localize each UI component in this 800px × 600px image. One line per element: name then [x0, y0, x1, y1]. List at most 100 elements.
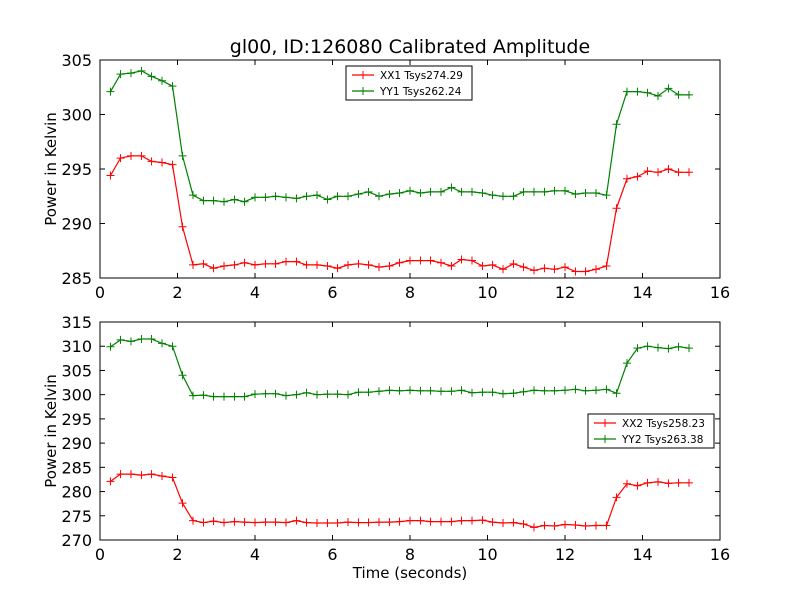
data-point — [406, 516, 414, 525]
data-point — [561, 186, 569, 195]
data-point — [240, 197, 249, 206]
data-point — [623, 359, 631, 368]
data-point — [282, 518, 290, 527]
data-point — [106, 171, 115, 180]
data-point — [323, 519, 332, 528]
data-point — [395, 517, 404, 526]
data-point — [178, 499, 187, 508]
data-point — [168, 160, 177, 169]
data-point — [426, 187, 435, 196]
data-point — [344, 518, 352, 527]
data-point — [685, 478, 693, 487]
x-tick-label: 4 — [250, 283, 260, 302]
data-point — [344, 192, 352, 201]
data-point — [158, 339, 166, 348]
data-point — [654, 91, 662, 100]
data-point — [488, 260, 497, 269]
x-tick-label: 0 — [95, 545, 105, 564]
data-point — [375, 518, 383, 527]
data-point — [189, 191, 197, 200]
data-point — [395, 188, 404, 197]
x-tick-label: 6 — [327, 545, 337, 564]
data-point — [674, 168, 683, 177]
data-point — [385, 190, 394, 199]
data-point — [499, 192, 507, 201]
data-point — [313, 519, 321, 528]
data-point — [623, 87, 631, 96]
data-point — [685, 90, 693, 99]
y-tick-label: 295 — [61, 410, 92, 429]
data-point — [230, 392, 239, 401]
data-point — [581, 521, 590, 530]
data-point — [261, 518, 270, 527]
data-point — [643, 478, 652, 487]
data-point — [654, 477, 662, 486]
figure-title: gl00, ID:126080 Calibrated Amplitude — [230, 36, 590, 58]
data-point — [261, 193, 270, 202]
data-point — [220, 197, 228, 206]
legend-marker — [601, 435, 609, 443]
data-point — [220, 518, 228, 527]
data-point — [509, 389, 518, 398]
data-point — [116, 70, 125, 79]
data-point — [674, 90, 683, 99]
data-point — [158, 76, 166, 85]
data-point — [592, 521, 600, 530]
data-point — [447, 387, 456, 396]
data-point — [623, 479, 631, 488]
data-point — [137, 151, 146, 160]
data-point — [654, 343, 662, 352]
data-point — [199, 196, 208, 205]
data-point — [561, 520, 569, 529]
data-point — [106, 477, 115, 486]
data-point — [209, 392, 218, 401]
data-point — [302, 388, 311, 397]
data-point — [292, 516, 301, 525]
data-point — [199, 518, 208, 527]
data-point — [354, 388, 363, 397]
data-point — [344, 260, 352, 269]
data-point — [550, 521, 559, 530]
data-point — [127, 151, 135, 160]
data-point — [633, 344, 642, 353]
data-point — [251, 193, 259, 202]
data-point — [426, 386, 435, 395]
data-point — [561, 386, 569, 395]
data-point — [230, 195, 239, 204]
data-point — [437, 187, 445, 196]
data-point — [664, 479, 673, 488]
x-axis-label: Time (seconds) — [352, 564, 468, 582]
data-point — [137, 334, 146, 343]
data-point — [685, 344, 693, 353]
x-tick-label: 6 — [327, 283, 337, 302]
data-point — [540, 386, 549, 395]
data-point — [488, 191, 497, 200]
data-point — [251, 518, 259, 527]
data-point — [199, 259, 208, 268]
data-point — [426, 256, 435, 265]
data-point — [354, 259, 363, 268]
data-point — [261, 259, 270, 268]
data-point — [147, 470, 156, 479]
data-point — [240, 392, 249, 401]
x-tick-label: 14 — [632, 283, 652, 302]
data-point — [664, 165, 673, 173]
data-point — [530, 386, 538, 395]
data-point — [385, 518, 394, 527]
data-point — [333, 192, 342, 201]
y-tick-label: 305 — [61, 51, 92, 70]
data-point — [478, 262, 487, 271]
data-point — [364, 187, 373, 196]
data-point — [116, 470, 125, 479]
data-point — [457, 255, 466, 264]
data-point — [230, 260, 239, 269]
data-point — [313, 260, 321, 269]
data-point — [457, 386, 466, 395]
data-point — [271, 259, 280, 268]
data-point — [457, 516, 466, 525]
data-point — [550, 386, 559, 395]
chart-2: 0 2 4 6 8 10 12 14 16 270 275 280 285 290 295 300 305 310… — [42, 313, 730, 582]
data-point — [292, 390, 301, 399]
data-point — [375, 387, 383, 396]
data-point — [168, 473, 177, 482]
